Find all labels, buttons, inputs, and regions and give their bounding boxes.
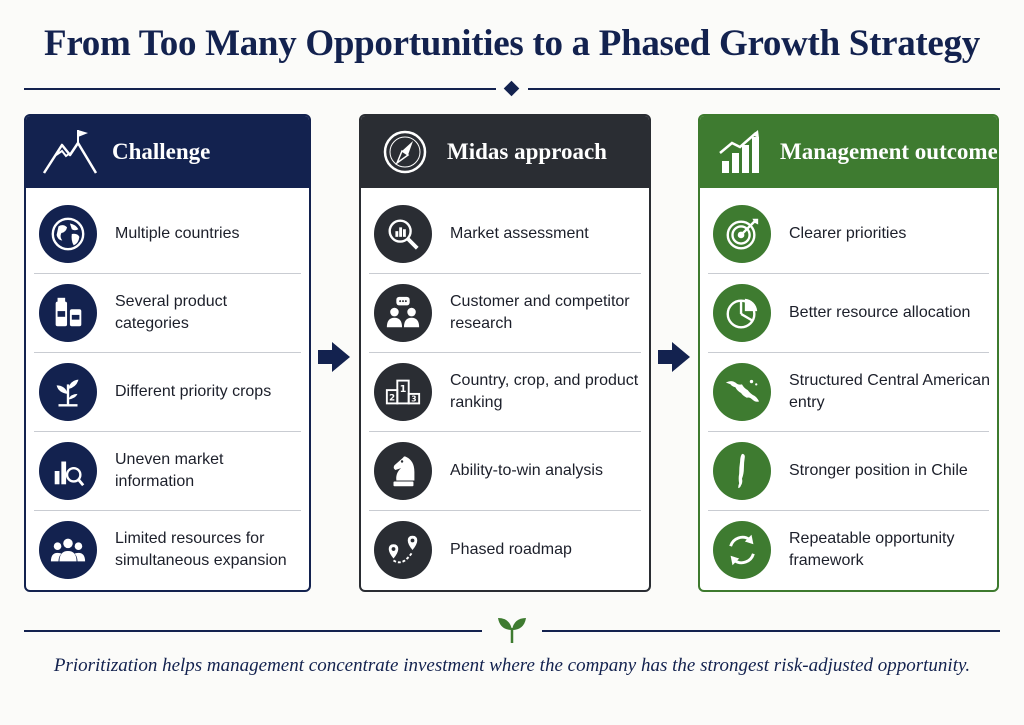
arrow-right-icon <box>318 342 350 372</box>
outcome-item-label: Stronger position in Chile <box>789 461 968 479</box>
approach-item-label: Country, crop, and product ranking <box>450 371 639 411</box>
outcome-item: Structured Central American entry <box>700 352 997 431</box>
compass-icon <box>383 130 427 174</box>
challenge-item-label: Multiple countries <box>115 224 240 242</box>
globe-icon <box>51 217 85 250</box>
approach-panel: Midas approach Market assessment <box>359 114 651 592</box>
growth-bars-icon <box>719 130 759 173</box>
outcome-heading: Management outcome <box>780 139 998 164</box>
challenge-item: Limited resources for simultaneous expan… <box>26 510 309 589</box>
outcome-item-label: Repeatable opportunity framework <box>789 529 955 569</box>
outcome-item: Better resource allocation <box>700 273 997 352</box>
outcome-item: Repeatable opportunity framework <box>700 510 997 589</box>
product-packages-icon <box>55 297 82 326</box>
title-divider-left <box>24 88 496 90</box>
seedling-icon <box>56 379 79 406</box>
approach-item-label: Customer and competitor research <box>450 292 630 332</box>
outcome-item-label: Clearer priorities <box>789 224 907 242</box>
challenge-heading: Challenge <box>112 139 211 164</box>
challenge-item: Several product categories <box>26 273 309 352</box>
diamond-ornament-icon <box>503 80 520 97</box>
approach-item-label: Market assessment <box>450 224 589 242</box>
approach-item: Customer and competitor research <box>361 273 649 352</box>
people-group-icon <box>50 538 86 561</box>
route-pins-icon <box>388 535 418 563</box>
sprout-ornament-icon <box>498 618 526 643</box>
cycle-arrows-icon <box>729 534 755 565</box>
outcome-item: Stronger position in Chile <box>700 431 997 510</box>
pie-chart-icon <box>726 298 758 328</box>
chart-magnifier-icon <box>54 461 85 486</box>
central-america-map-icon <box>725 379 760 402</box>
footer-divider-right <box>542 630 1000 632</box>
target-icon <box>726 218 759 249</box>
outcome-item-label: Structured Central American entry <box>789 371 990 411</box>
magnifier-chart-icon <box>388 219 419 250</box>
approach-item: Market assessment <box>361 194 649 273</box>
approach-item-label: Phased roadmap <box>450 540 572 558</box>
page-title: From Too Many Opportunities to a Phased … <box>44 23 980 64</box>
chess-knight-icon <box>393 455 415 486</box>
footer-statement: Prioritization helps management concentr… <box>53 655 971 676</box>
arrow-right-icon <box>658 342 690 372</box>
approach-item: 1 2 3 Country, crop, and product ranking <box>361 352 649 431</box>
approach-header: Midas approach <box>361 116 649 188</box>
challenge-panel: Challenge Multiple countries <box>24 114 311 592</box>
challenge-item-label: Several product categories <box>115 292 228 332</box>
podium-second-label: 2 <box>389 393 395 403</box>
people-speech-icon <box>386 296 420 327</box>
footer-divider-left <box>24 630 482 632</box>
outcome-panel: Management outcome Clearer priorities <box>698 114 999 592</box>
outcome-item: Clearer priorities <box>700 194 997 273</box>
challenge-item: Different priority crops <box>26 352 309 431</box>
approach-item-label: Ability-to-win analysis <box>450 461 603 479</box>
approach-item: Ability-to-win analysis <box>361 431 649 510</box>
outcome-item-label: Better resource allocation <box>789 303 971 321</box>
podium-ranking-icon: 1 2 3 <box>385 379 421 404</box>
challenge-item-label: Limited resources for simultaneous expan… <box>115 529 287 569</box>
challenge-item-label: Uneven market information <box>115 450 224 490</box>
approach-heading: Midas approach <box>447 139 607 164</box>
outcome-header: Management outcome <box>700 116 997 188</box>
challenge-item: Uneven market information <box>26 431 309 510</box>
mountain-flag-icon <box>42 130 98 174</box>
chile-map-icon <box>738 453 745 488</box>
podium-third-label: 3 <box>411 394 416 403</box>
challenge-header: Challenge <box>26 116 309 188</box>
challenge-item: Multiple countries <box>26 194 309 273</box>
title-divider-right <box>528 88 1000 90</box>
challenge-item-label: Different priority crops <box>115 382 272 400</box>
approach-item: Phased roadmap <box>361 510 649 589</box>
podium-first-label: 1 <box>400 384 407 395</box>
